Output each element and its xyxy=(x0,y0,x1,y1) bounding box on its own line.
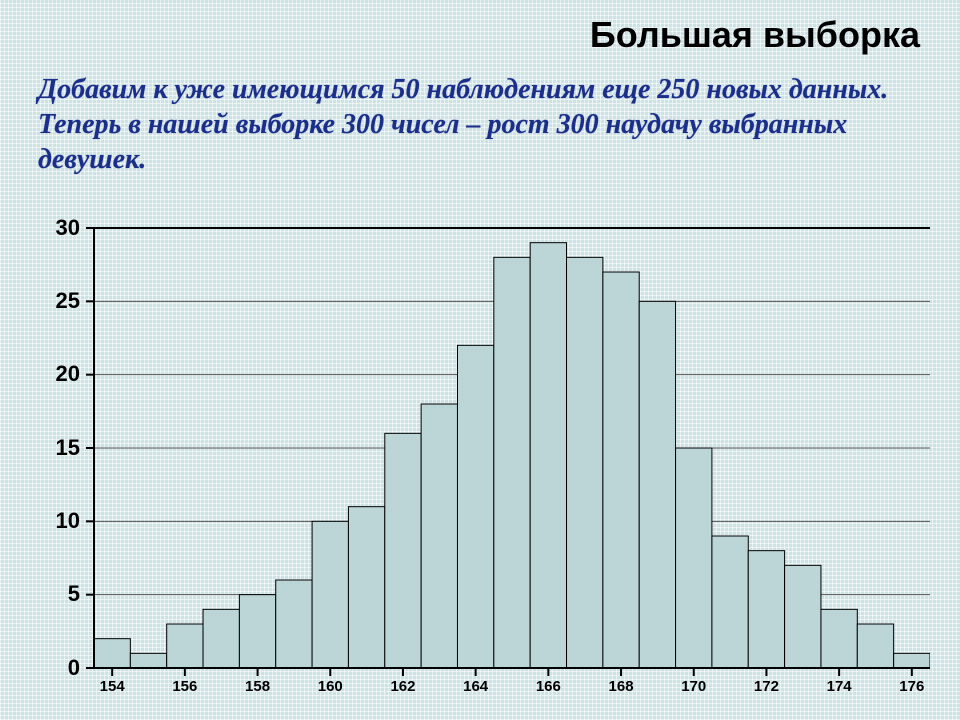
x-tick-label: 174 xyxy=(819,678,859,695)
x-tick-label: 168 xyxy=(601,678,641,695)
bar xyxy=(821,609,857,668)
x-tick-label: 160 xyxy=(310,678,350,695)
x-tick-label: 164 xyxy=(456,678,496,695)
bar xyxy=(457,345,493,668)
bar xyxy=(421,404,457,668)
bar xyxy=(530,243,566,668)
x-tick-label: 162 xyxy=(383,678,423,695)
x-tick-label: 156 xyxy=(165,678,205,695)
y-tick-label: 25 xyxy=(34,288,80,314)
bar xyxy=(348,507,384,668)
slide: Большая выборка Добавим к уже имеющимся … xyxy=(0,0,960,720)
x-tick-label: 154 xyxy=(92,678,132,695)
y-tick-label: 15 xyxy=(34,435,80,461)
bar xyxy=(748,551,784,668)
bar xyxy=(239,595,275,668)
bar xyxy=(167,624,203,668)
y-tick-label: 0 xyxy=(34,655,80,681)
bar xyxy=(276,580,312,668)
x-tick-label: 158 xyxy=(238,678,278,695)
bar xyxy=(603,272,639,668)
bar xyxy=(785,565,821,668)
y-tick-label: 20 xyxy=(34,361,80,387)
x-tick-label: 172 xyxy=(746,678,786,695)
y-tick-label: 30 xyxy=(34,215,80,241)
bar xyxy=(385,433,421,668)
bar xyxy=(203,609,239,668)
chart-svg xyxy=(34,218,930,698)
bar xyxy=(676,448,712,668)
x-tick-label: 166 xyxy=(528,678,568,695)
y-tick-label: 10 xyxy=(34,508,80,534)
bar xyxy=(312,521,348,668)
page-title: Большая выборка xyxy=(590,14,920,56)
bar xyxy=(567,257,603,668)
bar xyxy=(639,301,675,668)
x-tick-label: 176 xyxy=(892,678,932,695)
bar xyxy=(894,653,930,668)
bar xyxy=(130,653,166,668)
histogram-chart: 0 5 10 15 20 25 30 154 156 158 160 162 164 166 168 170… xyxy=(34,218,930,698)
y-tick-label: 5 xyxy=(34,581,80,607)
bar xyxy=(94,639,130,668)
subtitle-text: Добавим к уже имеющимся 50 наблюдениям е… xyxy=(38,72,920,177)
bar xyxy=(857,624,893,668)
bar xyxy=(494,257,530,668)
x-tick-label: 170 xyxy=(674,678,714,695)
bar xyxy=(712,536,748,668)
